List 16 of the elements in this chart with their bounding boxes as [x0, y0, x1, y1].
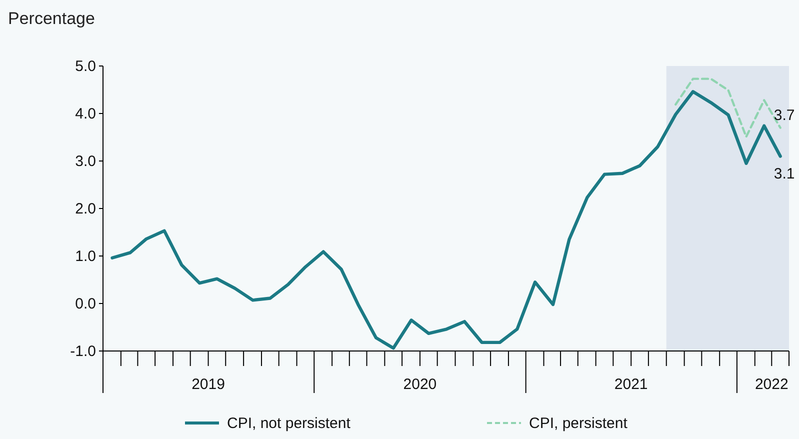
y-tick-label: -1.0: [70, 342, 96, 360]
legend-label: CPI, not persistent: [227, 415, 352, 432]
legend-label: CPI, persistent: [529, 415, 628, 432]
y-axis-title: Percentage: [8, 9, 95, 28]
x-tick-label: 2022: [754, 376, 788, 393]
y-tick-label: 2.0: [75, 200, 96, 218]
y-tick-label: 1.0: [75, 248, 96, 265]
y-tick-label: 5.0: [75, 58, 96, 75]
data-label: 3.7: [774, 106, 795, 124]
x-tick-label: 2021: [614, 376, 648, 393]
y-tick-label: 3.0: [75, 152, 96, 170]
data-label: 3.1: [774, 165, 795, 182]
y-tick-label: 4.0: [75, 105, 96, 122]
y-tick-label: 0.0: [75, 295, 96, 312]
x-tick-label: 2019: [192, 376, 225, 393]
x-tick-label: 2020: [403, 376, 437, 393]
